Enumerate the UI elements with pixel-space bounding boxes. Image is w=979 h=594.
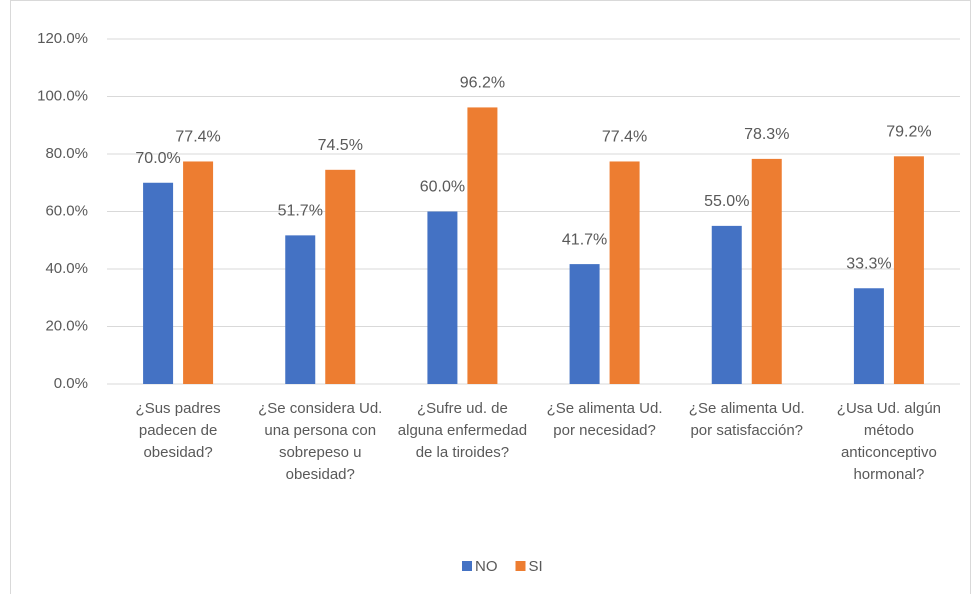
data-label: 60.0% (420, 179, 465, 196)
x-tick-label: ¿Se considera Ud. una persona con sobrep… (258, 400, 383, 483)
legend-swatch (462, 561, 472, 571)
data-label: 33.3% (846, 255, 891, 272)
y-tick-label: 100.0% (37, 87, 88, 104)
y-tick-label: 80.0% (45, 145, 88, 162)
chart-border (10, 0, 971, 594)
data-label: 77.4% (602, 129, 647, 146)
y-tick-label: 0.0% (54, 375, 88, 392)
data-label: 74.5% (318, 137, 363, 154)
data-label: 70.0% (135, 150, 180, 167)
y-tick-label: 120.0% (37, 30, 88, 47)
data-label: 51.7% (278, 203, 323, 220)
y-tick-label: 40.0% (45, 260, 88, 277)
x-tick-label: ¿Se alimenta Ud. por satisfacción? (688, 400, 805, 439)
bar (143, 182, 174, 384)
bar (853, 288, 884, 384)
legend-label: SI (529, 558, 543, 575)
bar (893, 156, 924, 384)
legend-label: NO (475, 558, 498, 575)
y-tick-label: 60.0% (45, 202, 88, 219)
bar (467, 107, 498, 385)
data-label: 96.2% (460, 75, 505, 92)
bar (711, 225, 742, 384)
bar (569, 264, 600, 384)
y-tick-label: 20.0% (45, 317, 88, 334)
bar (609, 161, 640, 384)
x-tick-label: ¿Se alimenta Ud. por necesidad? (546, 400, 663, 439)
legend-swatch (515, 561, 526, 571)
bar (285, 235, 316, 384)
x-tick-label: ¿Sufre ud. de alguna enfermedad de la ti… (397, 400, 528, 461)
bar (325, 169, 356, 384)
data-label: 77.4% (175, 129, 220, 146)
x-tick-label: ¿Usa Ud. algún método anticonceptivo hor… (836, 400, 942, 483)
data-label: 41.7% (562, 231, 607, 248)
bar (427, 211, 458, 384)
x-tick-label: ¿Sus padres padecen de obesidad? (135, 400, 221, 461)
data-label: 79.2% (886, 124, 931, 141)
data-label: 55.0% (704, 193, 749, 210)
bar (751, 158, 782, 384)
data-label: 78.3% (744, 126, 789, 143)
bar (183, 161, 214, 384)
